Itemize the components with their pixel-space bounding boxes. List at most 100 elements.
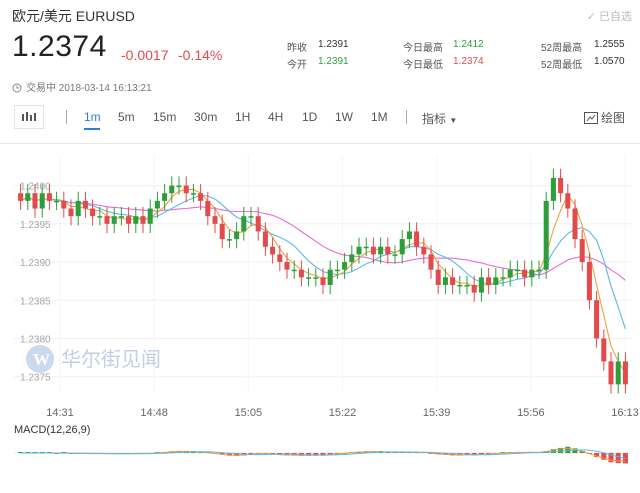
candle-body xyxy=(298,269,304,278)
candle-body xyxy=(262,231,268,247)
stat-value-open: 1.2391 xyxy=(318,56,349,67)
price-change: -0.0017 xyxy=(121,47,169,63)
candle-body xyxy=(442,277,448,285)
timeframe-30m[interactable]: 30m xyxy=(194,110,218,124)
watchlist-button[interactable]: ✓ 已自选 xyxy=(587,8,632,24)
candle-body xyxy=(176,185,182,188)
watermark-logo-letter: W xyxy=(33,350,50,369)
y-tick-label: 1.2400 xyxy=(20,182,51,193)
stat-label-52w-low: 52周最低 xyxy=(541,60,583,71)
candle-body xyxy=(147,208,153,224)
candle-body xyxy=(507,269,513,278)
candle-body xyxy=(241,216,247,232)
candle-body xyxy=(68,208,74,217)
macd-bar xyxy=(313,453,319,456)
macd-bar xyxy=(550,449,556,453)
x-tick-label: 15:22 xyxy=(329,407,357,419)
candle-body xyxy=(25,193,31,201)
timeframe-5m[interactable]: 5m xyxy=(118,110,135,124)
y-tick-label: 1.2395 xyxy=(20,220,51,231)
candle-body xyxy=(550,177,556,201)
check-icon: ✓ xyxy=(586,11,599,23)
candle-body xyxy=(334,269,340,272)
draw-label: 绘图 xyxy=(601,111,626,125)
caret-down-icon: ▼ xyxy=(449,116,458,125)
candle-body xyxy=(608,361,614,385)
candle-body xyxy=(126,216,132,224)
candle-body xyxy=(183,185,189,194)
candle-body xyxy=(356,246,362,255)
macd-bar xyxy=(327,453,333,455)
price-change-percent: -0.14% xyxy=(178,47,223,63)
candle-body xyxy=(75,200,81,217)
candle-body xyxy=(154,200,160,209)
candle-body xyxy=(320,277,326,285)
candle-body xyxy=(471,284,477,293)
candle-body xyxy=(558,177,564,194)
candle-body xyxy=(111,216,117,224)
candles xyxy=(18,168,628,394)
candle-body xyxy=(399,239,405,255)
macd-bar xyxy=(471,453,477,456)
macd-bar xyxy=(320,453,326,456)
timeframe-4h[interactable]: 4H xyxy=(268,110,284,124)
candle-body xyxy=(594,300,600,339)
candle-body xyxy=(435,269,441,285)
candle-body xyxy=(565,193,571,209)
watchlist-label: 已自选 xyxy=(599,11,632,23)
x-tick-label: 15:05 xyxy=(235,407,263,419)
candle-body xyxy=(342,262,348,270)
indicator-dropdown[interactable]: 指标 ▼ xyxy=(422,110,457,127)
candle-body xyxy=(378,246,384,255)
macd-bar xyxy=(601,453,607,460)
price-chart[interactable]: W 华尔街见闻 1.24001.23951.23901.23851.23801.… xyxy=(0,150,640,493)
candle-body xyxy=(428,254,434,270)
timeframe-1w[interactable]: 1W xyxy=(335,110,353,124)
x-tick-label: 15:39 xyxy=(423,407,451,419)
watermark: W 华尔街见闻 xyxy=(26,345,161,373)
timeframe-1d[interactable]: 1D xyxy=(302,110,318,124)
candle-body xyxy=(529,269,535,278)
candle-body xyxy=(392,254,398,256)
candle-body xyxy=(306,277,312,279)
candle-body xyxy=(536,269,542,272)
toolbar-divider-2 xyxy=(406,110,407,124)
toolbar-divider-line xyxy=(0,143,640,144)
candle-body xyxy=(522,269,528,278)
timeframe-15m[interactable]: 15m xyxy=(153,110,177,124)
macd-bar xyxy=(442,453,448,455)
x-tick-label: 14:48 xyxy=(140,407,168,419)
candle-body xyxy=(212,216,218,224)
candle-body xyxy=(205,200,211,217)
candle-body xyxy=(601,338,607,362)
macd-bar xyxy=(450,453,456,456)
candle-body xyxy=(46,193,52,201)
stat-value-low: 1.2374 xyxy=(453,56,484,67)
chart-type-button[interactable] xyxy=(14,105,44,129)
macd-histogram xyxy=(14,446,632,464)
macd-bar xyxy=(18,452,24,453)
timeframe-1h[interactable]: 1H xyxy=(235,110,251,124)
trading-status: 交易中 2018-03-14 16:13:21 xyxy=(12,79,152,94)
candle-body xyxy=(543,200,549,270)
candle-body xyxy=(248,216,254,218)
macd-dea-line xyxy=(20,449,626,459)
stat-label-low: 今日最低 xyxy=(403,60,443,71)
candle-body xyxy=(579,239,585,263)
trading-status-text: 交易中 2018-03-14 16:13:21 xyxy=(26,83,152,94)
draw-button[interactable]: 绘图 xyxy=(584,109,625,126)
stat-value-52w-high: 1.2555 xyxy=(594,39,625,50)
candle-body xyxy=(464,284,470,287)
candle-body xyxy=(486,277,492,285)
macd-bar xyxy=(579,450,585,453)
candle-body xyxy=(198,193,204,201)
stat-value-high: 1.2412 xyxy=(453,39,484,50)
timeframe-1mo[interactable]: 1M xyxy=(371,110,388,124)
watermark-text: 华尔街见闻 xyxy=(61,347,161,371)
macd-bar xyxy=(608,453,614,463)
macd-bar xyxy=(226,453,232,456)
timeframe-1m[interactable]: 1m xyxy=(84,110,101,124)
candle-body xyxy=(363,246,369,249)
candle-body xyxy=(39,193,45,209)
candle-body xyxy=(349,254,355,263)
